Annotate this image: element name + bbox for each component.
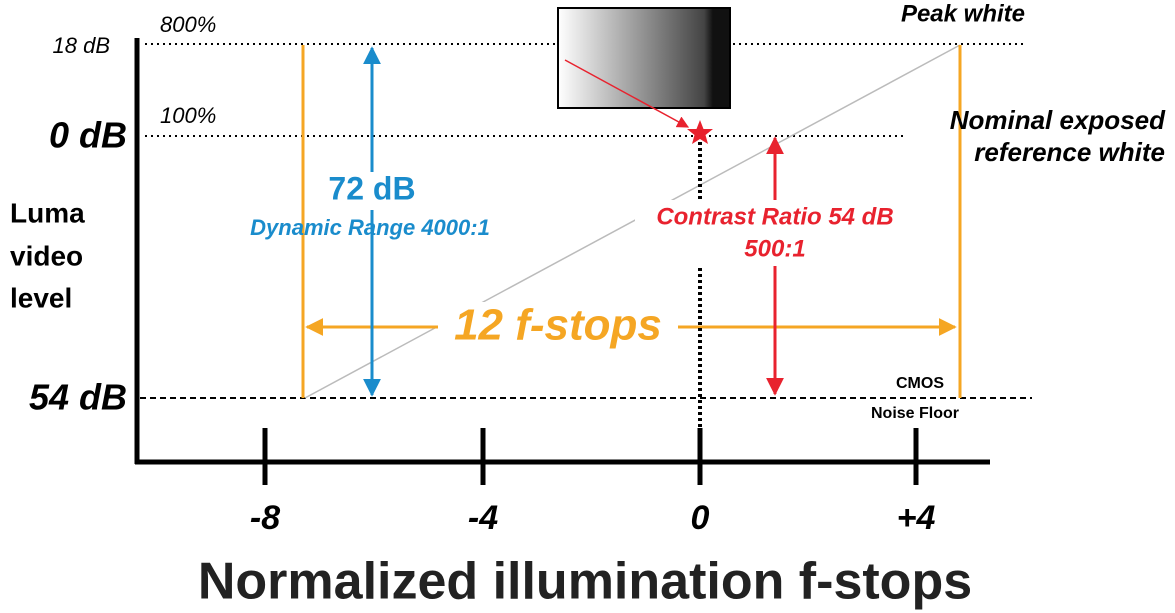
level-percent: 100% <box>160 103 216 128</box>
level-db: 0 dB <box>49 115 127 156</box>
dynamic-range-label: Dynamic Range 4000:1 <box>250 215 490 240</box>
fstops-label: 12 f-stops <box>454 301 662 350</box>
label-bg <box>635 200 915 266</box>
grayscale-chart <box>557 7 731 109</box>
x-tick-label: -8 <box>250 499 280 537</box>
level-percent: 800% <box>160 12 216 37</box>
noise-label: Noise Floor <box>871 405 959 422</box>
x-title: Normalized illumination f-stops <box>198 553 972 611</box>
y-title: level <box>10 282 72 313</box>
y-title: video <box>10 240 83 271</box>
pointer-arrow <box>564 59 690 128</box>
y-title: Luma <box>10 197 85 228</box>
level-db: 18 dB <box>53 33 111 58</box>
contrast-label: 500:1 <box>744 235 805 262</box>
peak-label: Peak white <box>901 0 1025 27</box>
x-tick-label: 0 <box>691 499 710 537</box>
label-bg <box>438 302 678 352</box>
x-tick-label: +4 <box>897 499 936 537</box>
contrast-label: Contrast Ratio 54 dB <box>656 203 893 230</box>
ticks <box>262 428 919 485</box>
dynamic-range-label: 72 dB <box>328 170 415 206</box>
x-tick-label: -4 <box>468 499 498 537</box>
star <box>687 120 713 144</box>
level-db: 54 dB <box>29 377 127 418</box>
response-line <box>304 44 961 399</box>
noise-label: CMOS <box>896 375 944 392</box>
reference-label: reference white <box>974 137 1165 167</box>
label-bg <box>318 172 428 210</box>
reference-label: Nominal exposed <box>950 105 1166 135</box>
